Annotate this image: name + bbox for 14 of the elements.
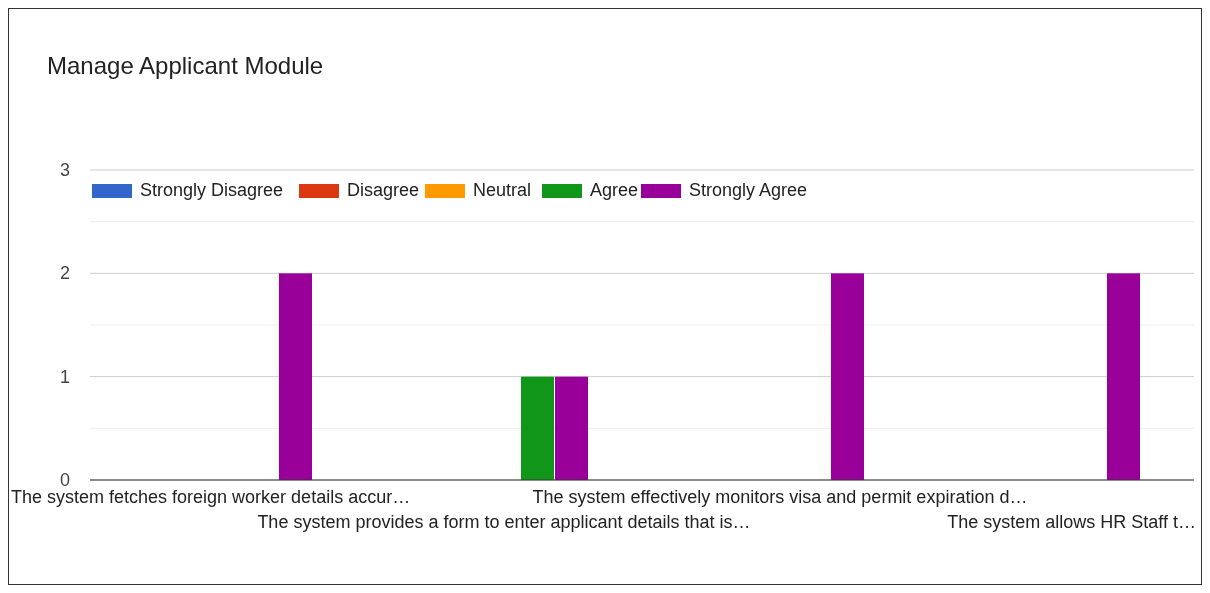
chart-title: Manage Applicant Module bbox=[47, 52, 324, 79]
x-tick-label: The system provides a form to enter applicant details that is… bbox=[257, 512, 751, 532]
legend-label: Strongly Disagree bbox=[140, 180, 284, 200]
y-tick-label: 3 bbox=[59, 160, 70, 180]
x-tick-label: The system fetches foreign worker details accur… bbox=[11, 487, 411, 507]
y-tick-label: 1 bbox=[59, 366, 70, 387]
legend-label: Neutral bbox=[473, 180, 532, 200]
legend-label: Agree bbox=[590, 180, 639, 200]
x-tick-label: The system effectively monitors visa and permit expiration d… bbox=[532, 487, 1028, 507]
y-tick-label: 0 bbox=[59, 470, 70, 490]
legend-label: Disagree bbox=[347, 180, 420, 200]
x-tick-label: The system allows HR Staff t… bbox=[947, 512, 1196, 532]
y-tick-label: 2 bbox=[59, 263, 70, 284]
legend-label: Strongly Agree bbox=[689, 180, 808, 200]
